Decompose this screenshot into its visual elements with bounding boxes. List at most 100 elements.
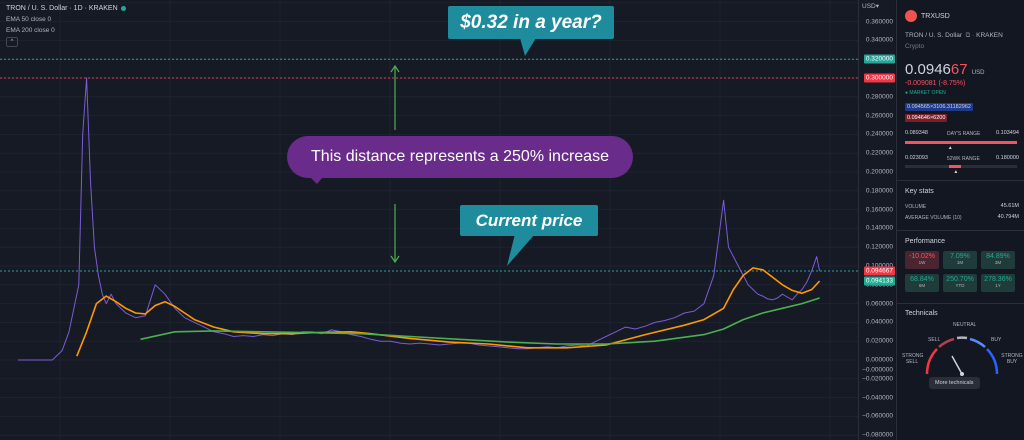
sidebar-price: 0.094667 USD [905, 61, 984, 78]
technicals-title: Technicals [905, 310, 938, 317]
gauge-strong-buy-label: STRONG BUY [1001, 353, 1023, 365]
week52-range-fill [949, 165, 961, 168]
series-line-ema-50 [76, 267, 821, 357]
price-axis[interactable]: 0.360000 0.340000 0.300000 0.280000 0.260000… [858, 0, 895, 440]
performance-period: 6M [918, 283, 926, 288]
tron-logo-icon [905, 10, 917, 22]
sidebar-exchange[interactable]: KRAKEN [976, 32, 1003, 39]
performance-period: 1W [918, 260, 926, 265]
price-tag: 0.094133 [863, 276, 895, 286]
callout-target-price: $0.32 in a year? [448, 6, 614, 39]
performance-period: 1M [956, 260, 964, 265]
performance-value: 7.09% [950, 253, 970, 260]
performance-cell: -10.02% 1W [905, 251, 939, 269]
performance-value: -10.02% [908, 253, 936, 260]
price-tick: −0.020000 [862, 375, 893, 383]
price-tick: −0.000000 [862, 366, 893, 374]
performance-value: 278.36% [984, 276, 1012, 283]
legend-symbol: TRON / U. S. Dollar · 1D · KRAKEN [6, 5, 118, 12]
legend-ema200[interactable]: EMA 200 close 0 [6, 27, 55, 34]
performance-period: 1Y [995, 283, 1001, 288]
legend-collapse-button[interactable]: ^ [6, 37, 18, 47]
callout-distance: This distance represents a 250% increase [287, 136, 633, 178]
performance-title: Performance [905, 238, 946, 245]
chart-legend: TRON / U. S. Dollar · 1D · KRAKEN EMA 50… [6, 3, 126, 47]
sidebar-description[interactable]: TRON / U. S. Dollar [905, 32, 963, 39]
performance-cell: 250.70% YTD [943, 274, 977, 292]
gauge-neutral-label: NEUTRAL [953, 322, 977, 328]
performance-value: 84.89% [986, 253, 1010, 260]
market-status-label: MARKET OPEN [909, 90, 946, 96]
market-status: ● MARKET OPEN [905, 90, 946, 96]
price-tick: 0.040000 [865, 318, 893, 326]
performance-cell: 278.36% 1Y [981, 274, 1015, 292]
price-tick: 0.340000 [865, 36, 893, 44]
avg-volume-label: AVERAGE VOLUME (10) [905, 215, 962, 221]
price-tag: 0.320000 [863, 54, 895, 64]
avg-volume-value: 40.794M [997, 214, 1019, 220]
week52-range-low: 0.023093 [905, 155, 928, 161]
series-line-ema-200 [140, 297, 820, 345]
price-tick: 0.240000 [865, 130, 893, 138]
performance-value: 250.70% [946, 276, 974, 283]
sidebar-category: Crypto [905, 43, 925, 50]
currency-selector[interactable]: USD▾ [862, 3, 879, 10]
performance-cell: 7.09% 1M [943, 251, 977, 269]
performance-period: YTD [955, 283, 965, 288]
callout-current-price: Current price [460, 205, 598, 236]
sidebar-description-row: TRON / U. S. Dollar ⧉ · KRAKEN [905, 32, 1003, 39]
ask-badge: 0.094646×6200 [905, 114, 948, 122]
performance-cell: 68.84% 6M [905, 274, 939, 292]
key-stats-title: Key stats [905, 188, 934, 195]
technicals-gauge [925, 336, 999, 376]
legend-symbol-row[interactable]: TRON / U. S. Dollar · 1D · KRAKEN [6, 3, 126, 14]
price-tick: 0.020000 [865, 337, 893, 345]
price-tag: 0.300000 [863, 73, 895, 83]
price-tick: 0.280000 [865, 93, 893, 101]
legend-ema50[interactable]: EMA 50 close 0 [6, 16, 52, 23]
divider [897, 230, 1024, 231]
divider [897, 303, 1024, 304]
volume-label: VOLUME [905, 204, 927, 210]
symbol-sidebar: TRXUSD TRON / U. S. Dollar ⧉ · KRAKEN Cr… [896, 0, 1024, 440]
week52-range-marker: ▲ [953, 169, 959, 175]
price-change: -0.009081 (-8.75%) [905, 80, 966, 87]
callout-distance-pointer [305, 172, 327, 184]
callout-current-pointer [507, 234, 535, 266]
price-tag: 0.094667 [863, 266, 895, 276]
chart-area[interactable]: TRON / U. S. Dollar · 1D · KRAKEN EMA 50… [0, 0, 895, 440]
distance-arrow-up [390, 64, 400, 130]
days-range-high: 0.103494 [996, 130, 1019, 136]
price-tick: 0.120000 [865, 243, 893, 251]
price-main: 0.0946 [905, 61, 951, 78]
price-tick: 0.160000 [865, 206, 893, 214]
week52-range-bar [905, 165, 1017, 168]
price-tick: 0.140000 [865, 224, 893, 232]
price-tick: 0.180000 [865, 187, 893, 195]
performance-value: 68.84% [910, 276, 934, 283]
volume-value: 45.61M [1000, 203, 1019, 209]
week52-range-high: 0.180000 [996, 155, 1019, 161]
performance-period: 3M [994, 260, 1002, 265]
price-chart[interactable] [0, 0, 858, 440]
price-currency: USD [971, 70, 985, 76]
price-tick: 0.100000 [866, 263, 893, 270]
days-range-low: 0.089348 [905, 130, 928, 136]
price-tick: 0.220000 [865, 149, 893, 157]
series-line-trxusd [18, 77, 821, 361]
days-range-marker: ▲ [947, 145, 953, 151]
bid-badge: 0.094565×3106.31182962 [905, 103, 973, 111]
gauge-buy-label: BUY [991, 337, 1002, 343]
price-tick: −0.060000 [862, 412, 893, 420]
divider [897, 180, 1024, 181]
days-range-label: DAY'S RANGE [947, 131, 981, 137]
distance-arrow-down [390, 204, 400, 264]
price-tick: 0.360000 [865, 18, 893, 26]
gauge-sell-label: SELL [928, 337, 941, 343]
more-technicals-button[interactable]: More technicals [929, 377, 980, 389]
price-tick: 0.200000 [865, 168, 893, 176]
gauge-strong-sell-label: STRONG SELL [902, 353, 924, 365]
price-tick: 0.000000 [865, 356, 893, 364]
price-last-digits: 67 [950, 61, 968, 78]
sidebar-symbol[interactable]: TRXUSD [921, 13, 950, 20]
